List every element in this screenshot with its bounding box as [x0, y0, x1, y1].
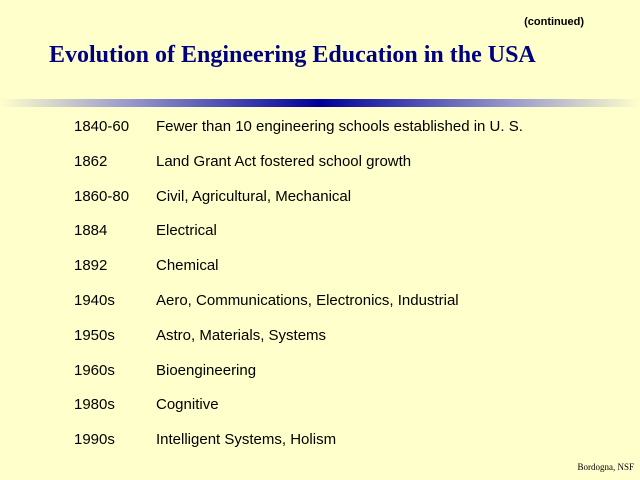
slide-title: Evolution of Engineering Education in th…: [49, 42, 536, 68]
period: 1990s: [74, 431, 115, 449]
description: Civil, Agricultural, Mechanical: [156, 187, 352, 205]
footer: Bordogna, NSF: [577, 462, 634, 472]
period: 1862: [74, 152, 108, 170]
description: Chemical: [156, 257, 219, 275]
description: Astro, Materials, Systems: [156, 326, 327, 344]
description: Bioengineering: [156, 361, 257, 379]
period: 1960s: [74, 361, 115, 379]
description: Cognitive: [156, 396, 219, 414]
period: 1860-80: [74, 187, 130, 205]
description: Land Grant Act fostered school growth: [156, 152, 412, 170]
period: 1950s: [74, 326, 115, 344]
period: 1980s: [74, 396, 115, 414]
period: 1884: [74, 222, 108, 240]
period: 1840-60: [74, 118, 130, 135]
description: Aero, Communications, Electronics, Indus…: [156, 292, 459, 309]
period: 1892: [74, 257, 108, 275]
description: Electrical: [156, 222, 217, 240]
period: 1940s: [74, 292, 115, 309]
description: Intelligent Systems, Holism: [156, 431, 337, 449]
continued-note: (continued): [524, 16, 584, 28]
description: Fewer than 10 engineering schools establ…: [156, 118, 523, 135]
divider: [0, 99, 640, 107]
